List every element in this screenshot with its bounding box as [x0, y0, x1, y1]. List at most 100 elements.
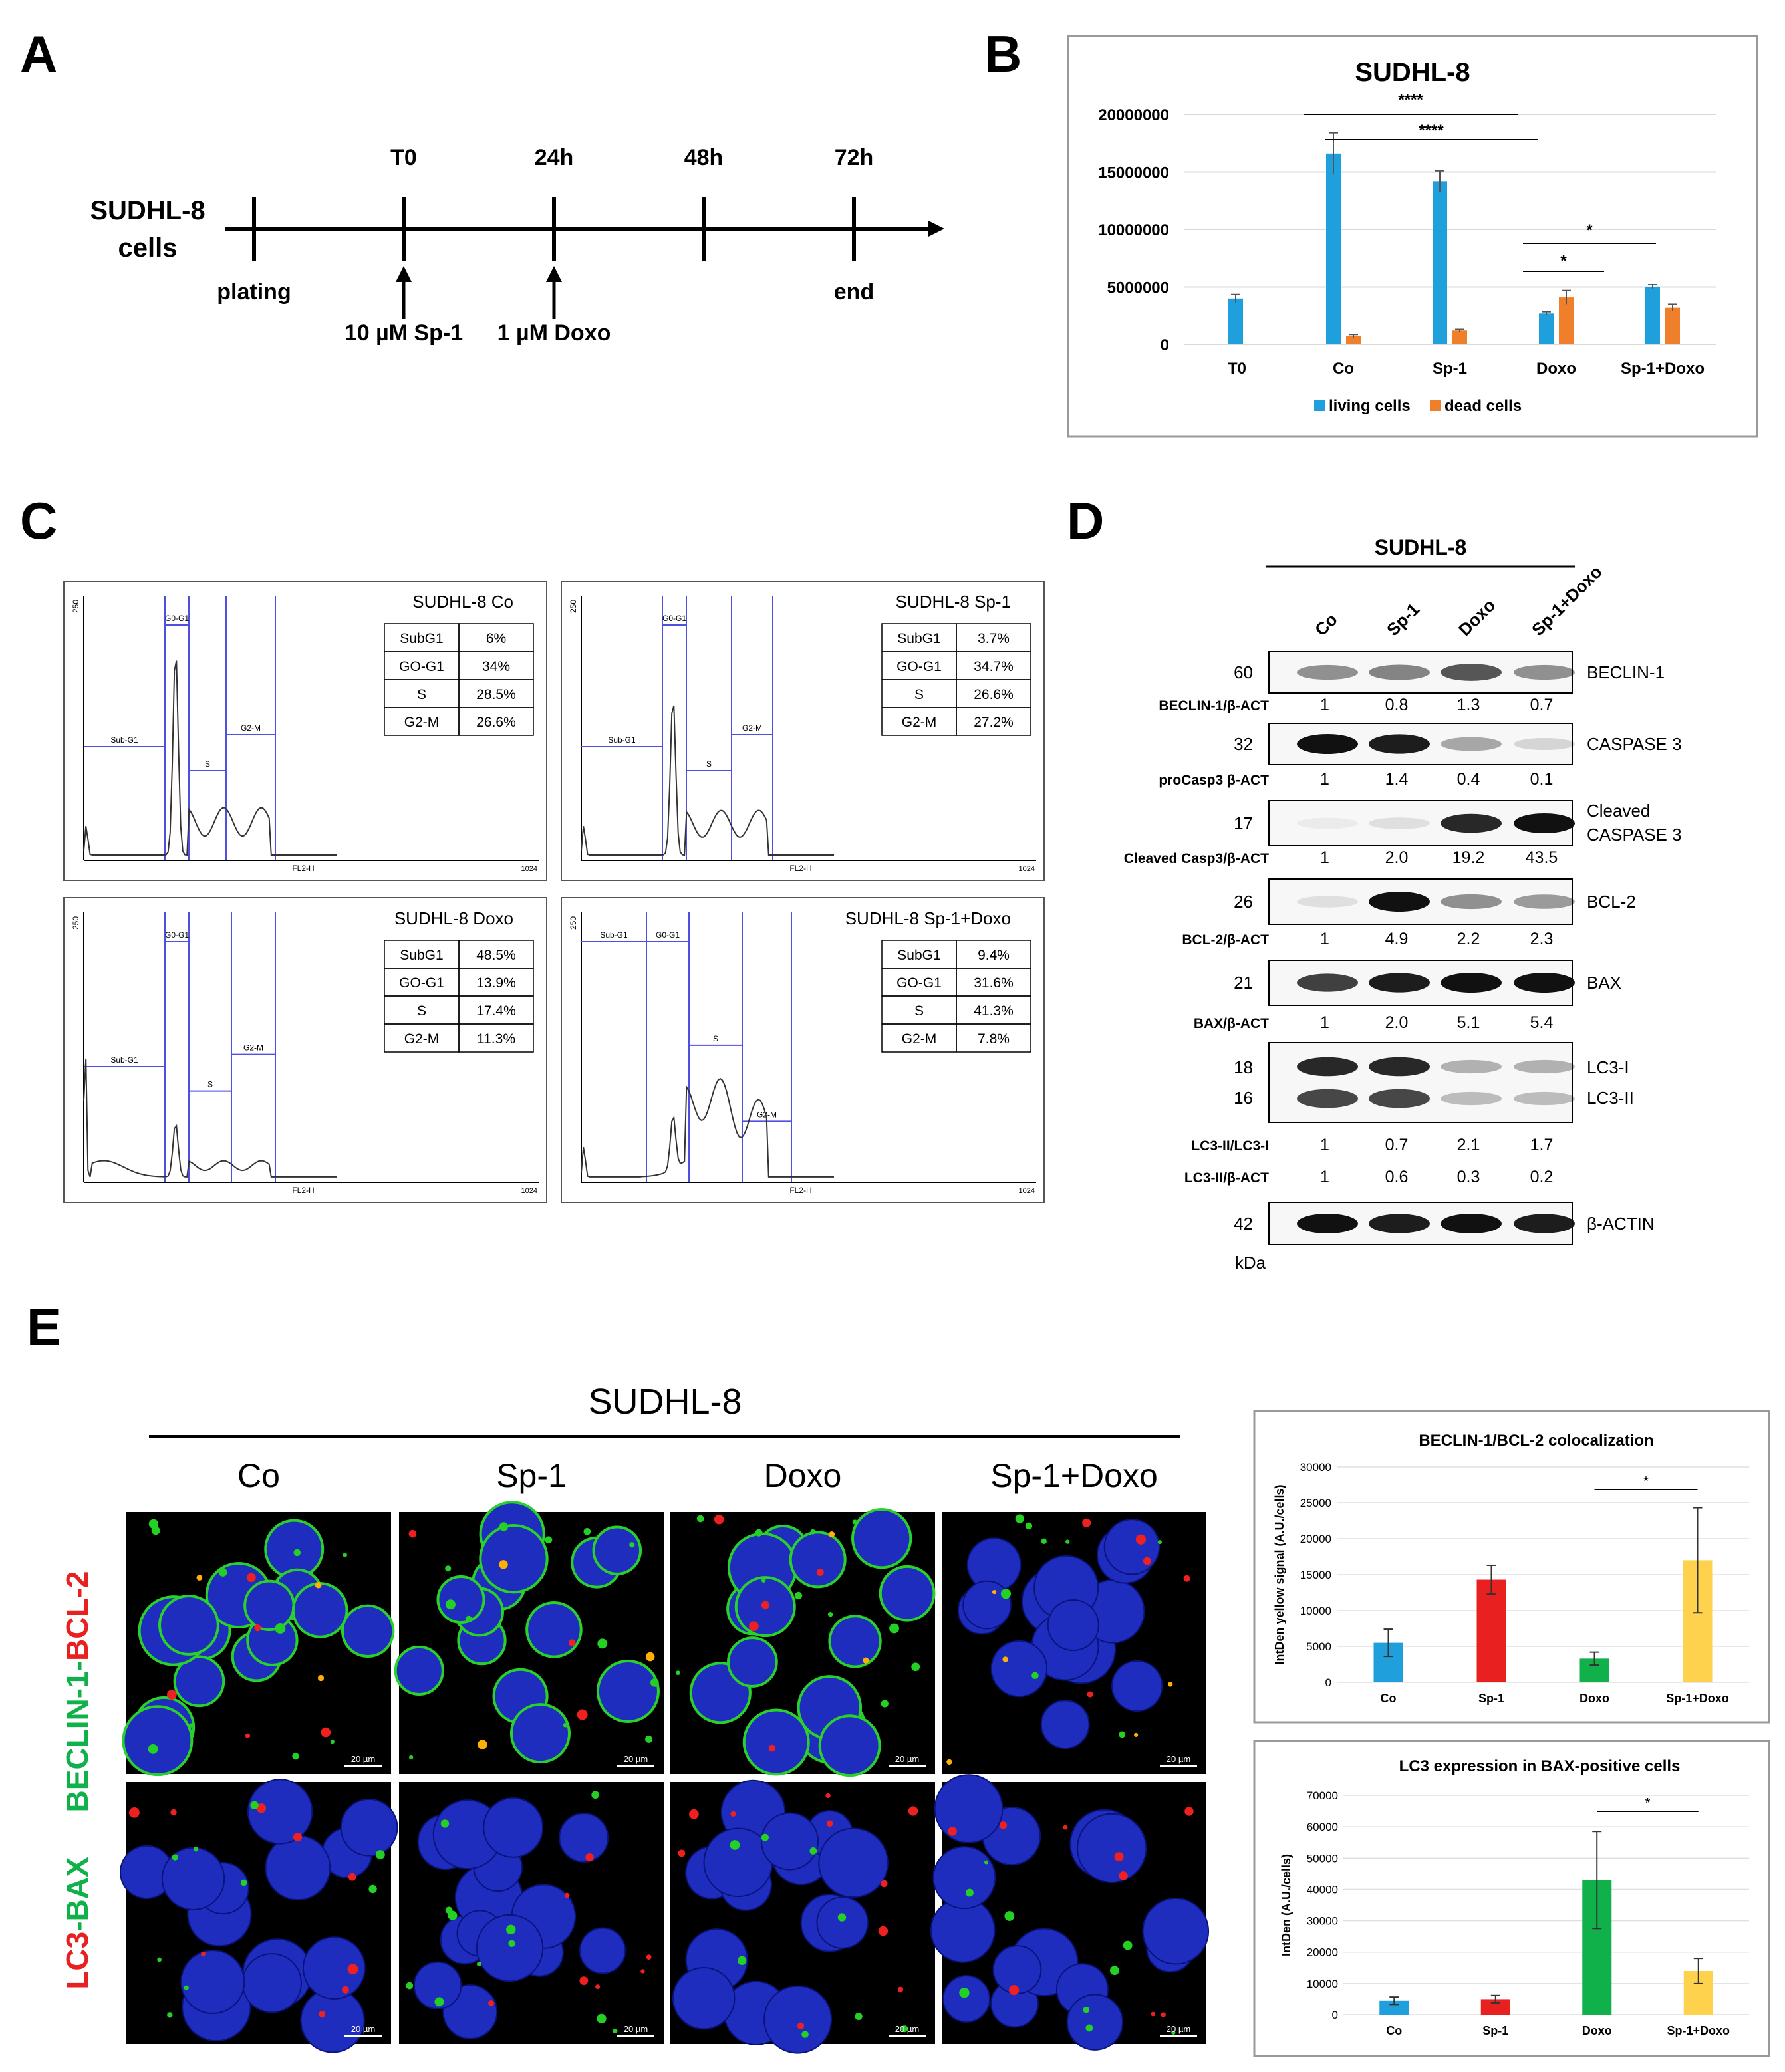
micro-signal-spot [1119, 1731, 1126, 1738]
micro-signal-spot [440, 1819, 450, 1828]
blot-protein: BECLIN-1 [1587, 662, 1665, 682]
micro-signal-spot [878, 1926, 889, 1936]
micro-nucleus [727, 1636, 778, 1688]
panel-a: A SUDHL-8 cells T0 24h 48h 72h plating e… [20, 25, 944, 346]
flow-table-phase: GO-G1 [896, 975, 942, 991]
blot-ratio-value: 0.1 [1530, 770, 1554, 789]
blot-ratio-value: 1 [1320, 848, 1329, 867]
blot-band [1441, 737, 1502, 751]
flow-gate-label: G2-M [241, 723, 261, 733]
micro-signal-spot [613, 2028, 618, 2034]
flow-gate-label: Sub-G1 [608, 735, 636, 745]
row1-label-sep: - [60, 1661, 94, 1671]
flow-table-value: 6% [486, 631, 506, 646]
blot-kda: 17 [1234, 813, 1253, 833]
micro-signal-spot [755, 1529, 763, 1537]
blot-kda: 32 [1234, 734, 1253, 754]
blot-band [1441, 1214, 1502, 1233]
chart-bar [1379, 2000, 1409, 2015]
micro-image-r1-co: 20 µm [122, 1512, 395, 1777]
micro-nucleus [291, 1582, 348, 1638]
micro-nucleus [742, 1708, 810, 1776]
flow-table-value: 31.6% [974, 975, 1014, 991]
micro-signal-spot [761, 1578, 766, 1583]
micro-nucleus [934, 1774, 1004, 1843]
blot-row-1: 32 CASPASE 3 proCasp3 β-ACT 1 1.4 0.4 0.1 [1159, 723, 1682, 789]
micro-signal-spot [315, 1581, 322, 1589]
flow-plot-title: SUDHL-8 Co [412, 592, 513, 612]
micro-signal-spot [629, 1542, 635, 1548]
micro-signal-spot [445, 1599, 456, 1610]
blot-band [1514, 1214, 1575, 1233]
micro-image-r1-sp-1: 20 µm [394, 1501, 664, 1774]
micro-signal-spot [761, 1833, 769, 1841]
blot-band [1514, 664, 1575, 680]
micro-nucleus [851, 1508, 912, 1569]
blot-kda: 21 [1234, 973, 1253, 993]
micro-signal-spot [506, 1924, 516, 1935]
micro-signal-spot [1143, 1557, 1151, 1565]
flow-table-phase: SubG1 [897, 631, 940, 646]
micro-signal-spot [445, 1906, 453, 1914]
blot-ratio-value: 19.2 [1452, 848, 1485, 867]
flow-gate-label: Sub-G1 [600, 930, 628, 940]
blot-ratio-value: 0.3 [1457, 1168, 1480, 1186]
flow-x-label: FL2-H [789, 1186, 811, 1195]
blot-ratio-label: Cleaved Casp3/β-ACT [1124, 851, 1269, 866]
micro-signal-spot [640, 1969, 645, 1974]
micro-signal-spot [897, 1986, 904, 1992]
blot-ratio-value: 0.8 [1385, 696, 1409, 714]
micro-signal-spot [577, 1709, 588, 1720]
micro-signal-spot [761, 1601, 770, 1609]
panel-a-letter: A [20, 25, 57, 83]
micro-signal-spot [992, 1590, 997, 1595]
chart-b-ytick: 0 [1161, 336, 1169, 354]
flow-plot-frame [63, 897, 547, 1203]
micro-nucleus [341, 1604, 395, 1658]
flow-table-value: 34.7% [974, 659, 1014, 674]
micro-signal-spot [1168, 1682, 1173, 1687]
scale-bar-label: 20 µm [1167, 2024, 1190, 2034]
micro-nucleus [340, 1798, 398, 1857]
micro-image-r2-doxo: 20 µm [670, 1779, 935, 2054]
flow-table-cell [956, 1023, 1031, 1053]
chart-b-sig-label: **** [1398, 91, 1423, 109]
chart-category: Doxo [1582, 2024, 1612, 2037]
timepoint-72h: 72h [835, 145, 874, 170]
micro-nucleus [596, 1659, 660, 1723]
micro-signal-spot [730, 1840, 740, 1850]
micro-nucleus [509, 1703, 571, 1764]
micro-signal-spot [646, 1954, 652, 1960]
flow-table-value: 7.8% [978, 1031, 1010, 1047]
chart-ytick: 60000 [1307, 1821, 1338, 1833]
panel-c: C 250 FL2-H 1024 SUDHL-8 Co SubG1 6% GO-G1 34% S… [20, 491, 1045, 1203]
blot-kda: 16 [1234, 1088, 1253, 1108]
micro-signal-spot [855, 2012, 863, 2021]
micro-signal-spot [148, 1744, 158, 1754]
flow-y-max: 250 [569, 916, 578, 930]
micro-signal-spot [568, 1639, 576, 1646]
blot-ratio-value: 1.4 [1385, 770, 1409, 789]
micro-signal-spot [585, 1853, 594, 1862]
chart-category: Sp-1 [1482, 2024, 1508, 2037]
micro-signal-spot [188, 1723, 194, 1728]
flow-plot-1: 250 FL2-H 1024 SUDHL-8 Sp-1 SubG1 3.7% GO-G1 34… [561, 581, 1045, 881]
micro-nucleus [818, 1714, 881, 1777]
flow-table-phase: G2-M [404, 715, 440, 730]
micro-signal-spot [184, 1985, 189, 1990]
lane-label: Sp-1 [1383, 599, 1423, 640]
micro-signal-spot [768, 1744, 776, 1752]
micro-signal-spot [330, 1740, 335, 1744]
chart-ytick: 10000 [1300, 1605, 1331, 1617]
scale-bar-label: 20 µm [351, 1754, 375, 1764]
chart-ytick: 20000 [1307, 1946, 1338, 1959]
chart-category: Sp-1+Doxo [1666, 1692, 1729, 1705]
blot-band [1369, 664, 1430, 680]
micro-signal-spot [408, 1529, 417, 1538]
chart-ylabel: IntDen (A.U./cells) [1280, 1854, 1293, 1956]
flow-table-cell [956, 707, 1031, 736]
micro-signal-spot [650, 1678, 659, 1687]
chart-b-bar-living [1433, 181, 1447, 344]
panel-d: D SUDHL-8 Co Sp-1 Doxo Sp-1+Doxo 60 BECLIN-1 B… [1067, 491, 1682, 1273]
micro-signal-spot [167, 1690, 177, 1700]
